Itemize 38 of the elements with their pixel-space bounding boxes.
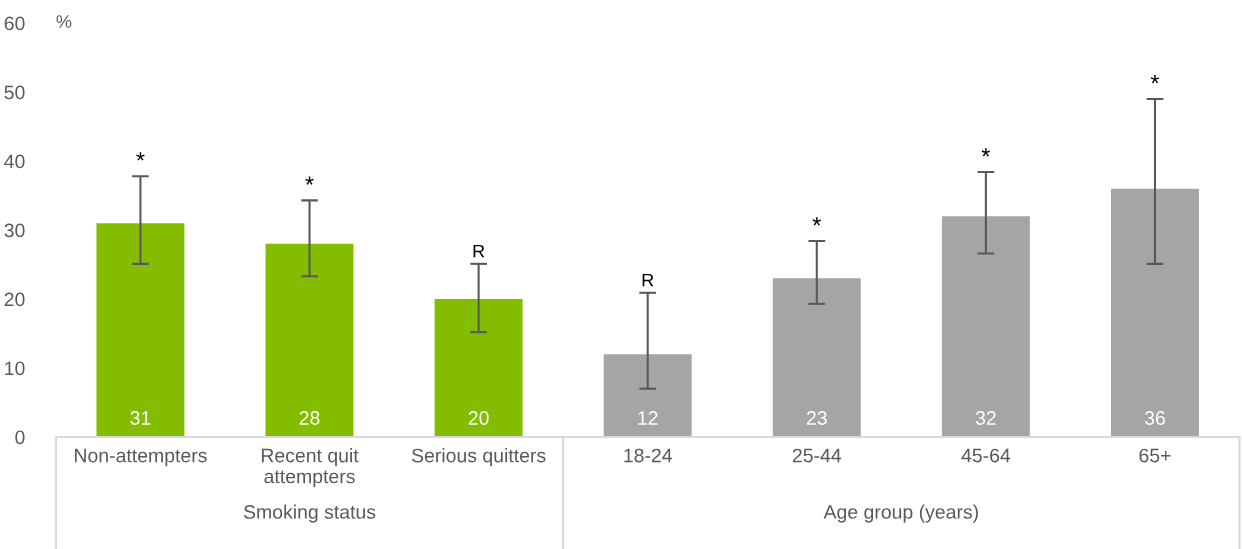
annotation: R — [473, 244, 485, 258]
annotation: * — [305, 176, 314, 185]
text: Age group (years) — [823, 504, 978, 523]
bar — [434, 299, 523, 437]
annotation: R — [642, 273, 654, 287]
bar — [96, 223, 185, 437]
bar — [265, 243, 354, 437]
annotation: * — [812, 217, 822, 226]
y-axis-title: % — [56, 15, 72, 28]
annotation: * — [136, 152, 145, 161]
data-label: 31 — [130, 411, 151, 425]
x-tick-label: Non-attempters — [75, 448, 207, 467]
data-label: 32 — [975, 411, 996, 425]
data-label: 20 — [468, 411, 489, 425]
data-label: 23 — [806, 411, 827, 425]
y-tick-label: 10 — [5, 361, 25, 376]
text: Smoking status — [243, 504, 376, 523]
annotation: * — [1150, 75, 1160, 84]
x-tick-label: Recent quit attempters — [261, 448, 359, 488]
y-tick-label: 30 — [4, 223, 25, 238]
x-tick-label: Serious quitters — [411, 448, 546, 467]
data-label: 28 — [299, 411, 320, 425]
y-tick-label: 50 — [4, 85, 25, 100]
data-label: 12 — [638, 411, 658, 425]
bar — [772, 278, 861, 437]
x-tick-label: 25-44 — [792, 448, 842, 463]
data-label: 36 — [1144, 411, 1165, 425]
x-tick-label: 18-24 — [624, 448, 672, 463]
x-tick-label: 65+ — [1139, 448, 1171, 463]
x-tick-label: 45-64 — [961, 448, 1011, 463]
y-tick-label: 0 — [15, 430, 25, 445]
bar — [1111, 188, 1199, 437]
bar — [603, 354, 692, 437]
y-tick-label: 60 — [4, 16, 25, 31]
y-tick-label: 40 — [4, 154, 25, 169]
annotation: * — [981, 148, 991, 157]
bar — [941, 216, 1030, 437]
y-tick-label: 20 — [4, 292, 25, 307]
